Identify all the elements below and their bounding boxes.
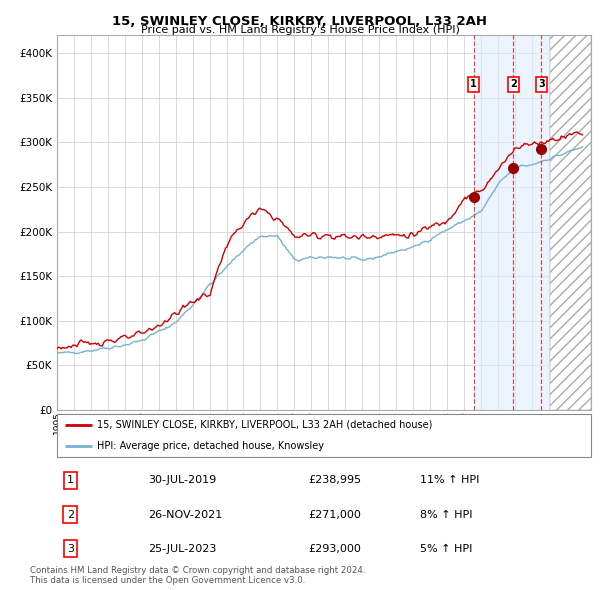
Text: 5% ↑ HPI: 5% ↑ HPI	[420, 544, 472, 554]
Text: £238,995: £238,995	[308, 476, 361, 486]
Text: 2: 2	[67, 510, 74, 520]
Text: HPI: Average price, detached house, Knowsley: HPI: Average price, detached house, Know…	[97, 441, 324, 451]
FancyBboxPatch shape	[57, 414, 591, 457]
Text: Contains HM Land Registry data © Crown copyright and database right 2024.
This d: Contains HM Land Registry data © Crown c…	[30, 566, 365, 585]
Text: 15, SWINLEY CLOSE, KIRKBY, LIVERPOOL, L33 2AH (detached house): 15, SWINLEY CLOSE, KIRKBY, LIVERPOOL, L3…	[97, 420, 433, 430]
Text: 15, SWINLEY CLOSE, KIRKBY, LIVERPOOL, L33 2AH: 15, SWINLEY CLOSE, KIRKBY, LIVERPOOL, L3…	[113, 15, 487, 28]
Text: Price paid vs. HM Land Registry's House Price Index (HPI): Price paid vs. HM Land Registry's House …	[140, 25, 460, 35]
Text: 11% ↑ HPI: 11% ↑ HPI	[420, 476, 479, 486]
Text: 3: 3	[67, 544, 74, 554]
Text: 3: 3	[538, 79, 545, 89]
Text: 26-NOV-2021: 26-NOV-2021	[148, 510, 222, 520]
Text: 2: 2	[510, 79, 517, 89]
Text: 8% ↑ HPI: 8% ↑ HPI	[420, 510, 473, 520]
Bar	[473, 35, 550, 410]
Bar	[550, 35, 591, 410]
Text: 1: 1	[470, 79, 477, 89]
Text: 25-JUL-2023: 25-JUL-2023	[148, 544, 216, 554]
Text: £293,000: £293,000	[308, 544, 361, 554]
Text: 30-JUL-2019: 30-JUL-2019	[148, 476, 216, 486]
Bar	[550, 35, 591, 410]
Text: £271,000: £271,000	[308, 510, 361, 520]
Text: 1: 1	[67, 476, 74, 486]
